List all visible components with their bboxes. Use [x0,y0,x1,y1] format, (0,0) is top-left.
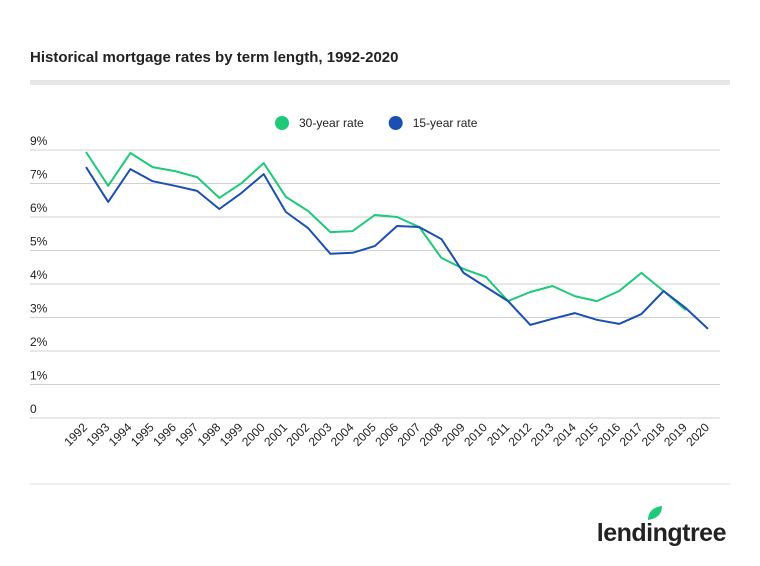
x-tick-label: 2009 [439,420,468,449]
x-tick-label: 2001 [261,420,290,449]
x-tick-label: 1993 [84,420,113,449]
legend-label: 15-year rate [413,116,478,130]
x-tick-label: 2017 [617,420,646,449]
x-tick-label: 2014 [550,420,579,449]
x-tick-label: 2016 [594,420,623,449]
legend-label: 30-year rate [299,116,364,130]
x-tick-label: 2018 [639,420,668,449]
series-line [85,151,687,311]
x-tick-label: 2010 [461,420,490,449]
x-tick-label: 1996 [150,420,179,449]
x-tick-label: 2006 [372,420,401,449]
y-tick-label: 1% [30,369,48,383]
x-tick-label: 2011 [484,420,512,448]
x-tick-label: 1994 [106,420,135,449]
x-tick-label: 2012 [506,420,535,449]
y-tick-label: 6% [30,201,48,215]
chart-title: Historical mortgage rates by term length… [30,49,398,66]
x-tick-label: 2005 [350,420,379,449]
legend-swatch [275,116,289,130]
x-tick-label: 2003 [306,420,335,449]
x-tick-label: 2002 [283,420,312,449]
y-tick-label: 9% [30,134,48,148]
x-tick-label: 1998 [195,420,224,449]
y-tick-label: 5% [30,235,48,249]
series-line [85,166,709,330]
x-tick-label: 2000 [239,420,268,449]
y-tick-label: 0 [30,402,37,416]
x-tick-label: 1992 [61,420,90,449]
x-tick-label: 2004 [328,420,357,449]
title-rule [30,80,730,85]
x-tick-label: 1995 [128,420,157,449]
y-tick-label: 3% [30,302,48,316]
x-tick-label: 2007 [395,420,424,449]
x-tick-label: 2019 [661,420,690,449]
x-tick-label: 2008 [417,420,446,449]
x-tick-label: 2013 [528,420,557,449]
logo: lendingtree [597,506,727,547]
legend-swatch [388,116,403,130]
logo-leaf [648,506,662,520]
y-tick-label: 7% [30,168,48,182]
x-tick-label: 2020 [683,420,712,449]
x-tick-label: 1997 [172,420,201,449]
y-tick-label: 2% [30,335,48,349]
y-tick-label: 4% [30,268,48,282]
logo-text: lendingtree [597,519,727,547]
x-tick-label: 2015 [572,420,601,449]
x-tick-label: 1999 [217,420,246,449]
legend: 30-year rate 15-year rate [275,116,478,130]
